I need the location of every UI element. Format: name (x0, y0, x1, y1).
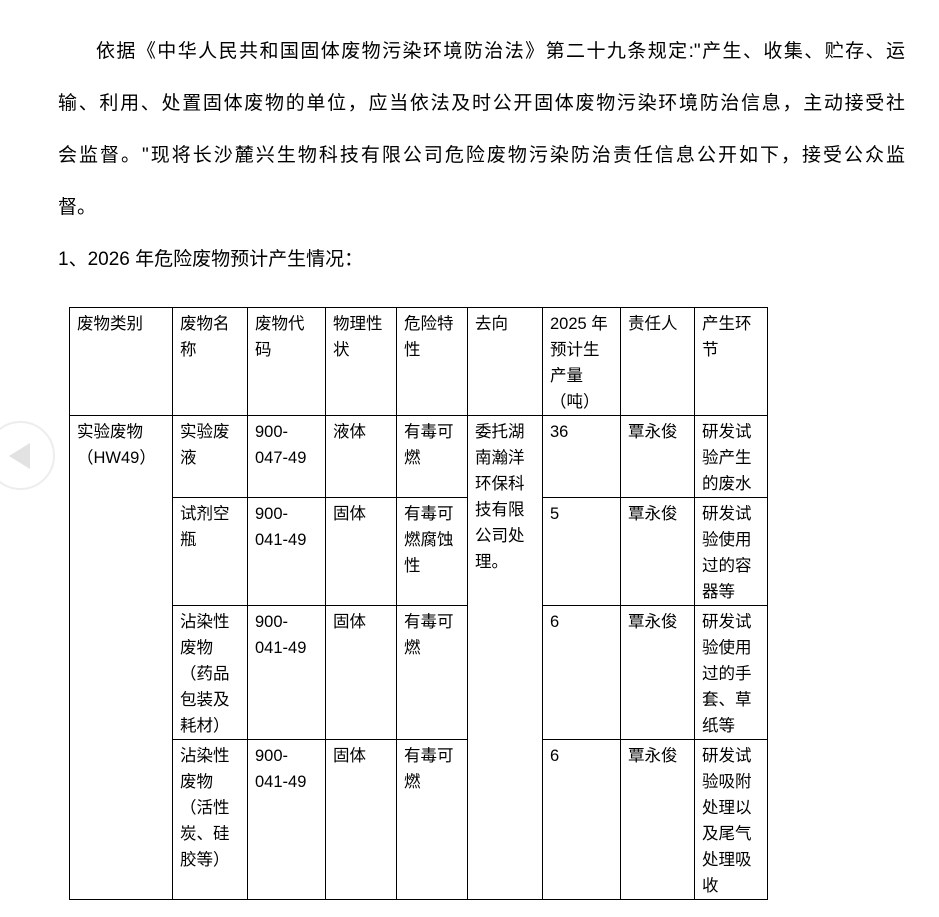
cell-waste-name: 沾染性废物（药品包装及耗材） (172, 605, 248, 740)
carousel-prev-button[interactable] (0, 421, 55, 490)
header-generation-stage: 产生环节 (694, 307, 768, 416)
header-waste-name: 废物名称 (172, 307, 248, 416)
table-header-row: 废物类别 废物名称 废物代码 物理性状 危险特性 去向 2025 年预计生产量（… (69, 307, 768, 416)
header-responsible-person: 责任人 (620, 307, 695, 416)
intro-line-2: 输、利用、处置固体废物的单位，应当依法及时公开固体废物污染环境防治信息，主动接受… (58, 93, 905, 114)
table-row: 实验废物（HW49） 实验废液 900-047-49 液体 有毒可燃 委托湖南瀚… (69, 415, 768, 900)
cell-generation-stage: 研发试验使用过的容器等 (694, 497, 768, 606)
header-waste-category: 废物类别 (69, 307, 173, 416)
intro-line-4: 督。 (58, 197, 97, 218)
cell-physical-state: 液体 (325, 415, 397, 498)
cell-responsible-person: 覃永俊 (620, 739, 695, 900)
header-physical-state: 物理性状 (325, 307, 397, 416)
cell-destination: 委托湖南瀚洋环保科技有限公司处理。 (467, 415, 543, 900)
cell-hazard-trait: 有毒可燃 (396, 605, 468, 740)
table-row: 沾染性废物（药品包装及耗材） 900-041-49 固体 有毒可燃 6 覃永俊 … (70, 605, 768, 740)
header-waste-code: 废物代码 (247, 307, 326, 416)
cell-generation-stage: 研发试验产生的废水 (694, 415, 768, 498)
cell-waste-code: 900-041-49 (247, 497, 326, 606)
cell-generation-stage: 研发试验吸附处理以及尾气处理吸收 (694, 739, 768, 900)
left-arrow-icon (9, 442, 30, 469)
cell-responsible-person: 覃永俊 (620, 415, 695, 498)
cell-physical-state: 固体 (325, 739, 397, 900)
hazardous-waste-table: 废物类别 废物名称 废物代码 物理性状 危险特性 去向 2025 年预计生产量（… (69, 307, 768, 900)
cell-estimated-output: 5 (542, 497, 621, 606)
cell-physical-state: 固体 (325, 497, 397, 606)
section-title: 1、2026 年危险废物预计产生情况： (58, 249, 364, 270)
cell-estimated-output: 6 (542, 739, 621, 900)
cell-physical-state: 固体 (325, 605, 397, 740)
cell-generation-stage: 研发试验使用过的手套、草纸等 (694, 605, 768, 740)
cell-waste-name: 实验废液 (172, 415, 248, 498)
cell-estimated-output: 6 (542, 605, 621, 740)
intro-line-1: 依据《中华人民共和国固体废物污染环境防治法》第二十九条规定:"产生、收集、贮存、… (96, 41, 905, 62)
cell-waste-code: 900-041-49 (247, 605, 326, 740)
intro-paragraph: 依据《中华人民共和国固体废物污染环境防治法》第二十九条规定:"产生、收集、贮存、… (58, 26, 905, 234)
cell-waste-code: 900-041-49 (247, 739, 326, 900)
cell-waste-category: 实验废物（HW49） (69, 415, 173, 900)
cell-waste-code: 900-047-49 (247, 415, 326, 498)
table-row: 试剂空瓶 900-041-49 固体 有毒可燃腐蚀性 5 覃永俊 研发试验使用过… (70, 497, 768, 606)
cell-estimated-output: 36 (542, 415, 621, 498)
header-destination: 去向 (467, 307, 543, 416)
cell-hazard-trait: 有毒可燃 (396, 739, 468, 900)
header-estimated-output: 2025 年预计生产量（吨） (542, 307, 621, 416)
intro-line-3: 会监督。"现将长沙麓兴生物科技有限公司危险废物污染防治责任信息公开如下，接受公众… (58, 145, 905, 166)
cell-hazard-trait: 有毒可燃 (396, 415, 468, 498)
cell-waste-name: 沾染性废物（活性炭、硅胶等） (172, 739, 248, 900)
table-row: 沾染性废物（活性炭、硅胶等） 900-041-49 固体 有毒可燃 6 覃永俊 … (70, 739, 768, 900)
cell-hazard-trait: 有毒可燃腐蚀性 (396, 497, 468, 606)
cell-responsible-person: 覃永俊 (620, 605, 695, 740)
header-hazard-trait: 危险特性 (396, 307, 468, 416)
cell-waste-name: 试剂空瓶 (172, 497, 248, 606)
cell-responsible-person: 覃永俊 (620, 497, 695, 606)
